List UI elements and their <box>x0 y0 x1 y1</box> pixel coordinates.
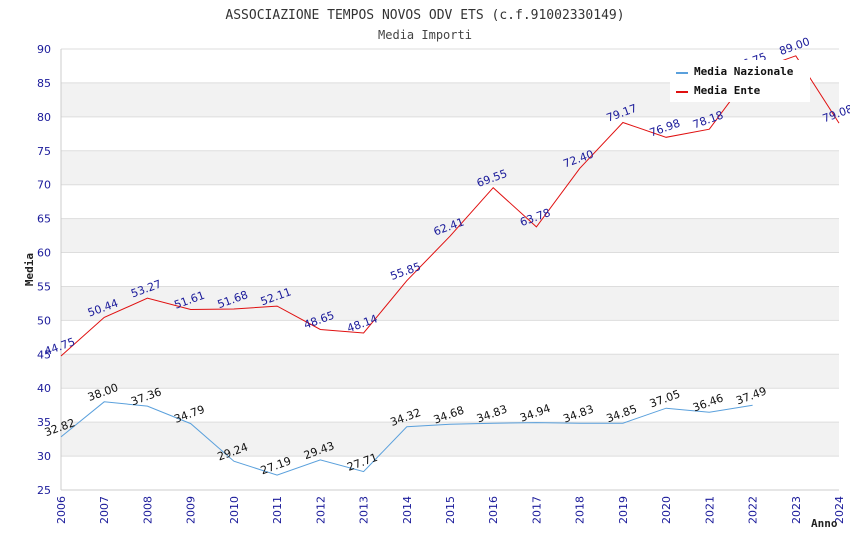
x-tick-label: 2021 <box>703 496 716 524</box>
chart-subtitle: Media Importi <box>378 28 472 42</box>
x-tick-label: 2013 <box>358 496 371 524</box>
plot-band <box>61 286 839 321</box>
y-tick-label: 50 <box>37 314 51 327</box>
y-tick-label: 40 <box>37 382 51 395</box>
legend-label-nazionale: Media Nazionale <box>694 65 794 78</box>
x-tick-label: 2020 <box>660 496 673 524</box>
x-tick-label: 2006 <box>55 496 68 524</box>
x-tick-label: 2019 <box>617 496 630 524</box>
y-tick-label: 75 <box>37 145 51 158</box>
y-ticks: 25 30 35 40 45 50 55 60 65 70 75 80 85 90 <box>37 43 51 497</box>
y-tick-label: 60 <box>37 247 51 260</box>
x-tick-label: 2024 <box>833 496 846 524</box>
y-tick-label: 45 <box>37 348 51 361</box>
chart-title: ASSOCIAZIONE TEMPOS NOVOS ODV ETS (c.f.9… <box>225 8 624 23</box>
x-tick-label: 2008 <box>141 496 154 524</box>
x-tick-label: 2007 <box>98 496 111 524</box>
x-tick-label: 2012 <box>314 496 327 524</box>
plot-band <box>61 320 839 355</box>
gridlines <box>61 48 839 491</box>
plot-band <box>61 422 839 457</box>
y-tick-label: 55 <box>37 280 51 293</box>
x-tick-label: 2015 <box>444 496 457 524</box>
x-ticks: 2006 2007 2008 2009 2010 2011 2012 2013 2014 2015… <box>55 496 846 524</box>
y-tick-label: 65 <box>37 213 51 226</box>
y-tick-label: 70 <box>37 179 51 192</box>
plot-band <box>61 388 839 423</box>
x-tick-label: 2023 <box>790 496 803 524</box>
x-tick-label: 2018 <box>574 496 587 524</box>
series-line-0 <box>60 401 753 476</box>
plot-band <box>61 184 839 219</box>
legend-label-ente: Media Ente <box>694 84 761 97</box>
y-tick-label: 30 <box>37 450 51 463</box>
x-axis-label: Anno <box>811 517 838 530</box>
x-tick-label: 2022 <box>747 496 760 524</box>
x-tick-label: 2011 <box>271 496 284 524</box>
series-line-1 <box>60 55 840 357</box>
legend-box <box>670 60 810 102</box>
series-lines <box>60 55 840 476</box>
y-tick-label: 90 <box>37 43 51 56</box>
plot-band <box>61 354 839 389</box>
y-tick-label: 25 <box>37 484 51 497</box>
x-tick-label: 2010 <box>228 496 241 524</box>
axes <box>60 49 839 491</box>
plot-band <box>61 456 839 490</box>
y-tick-label: 35 <box>37 416 51 429</box>
plot-band <box>61 116 839 151</box>
x-tick-label: 2014 <box>401 496 414 524</box>
plot-band <box>61 150 839 185</box>
plot-band <box>61 252 839 287</box>
legend: Media Nazionale Media Ente <box>670 60 810 102</box>
y-axis-label: Media <box>23 253 36 286</box>
y-tick-label: 80 <box>37 111 51 124</box>
y-tick-label: 85 <box>37 77 51 90</box>
x-tick-label: 2009 <box>185 496 198 524</box>
x-tick-label: 2017 <box>530 496 543 524</box>
x-tick-label: 2016 <box>487 496 500 524</box>
